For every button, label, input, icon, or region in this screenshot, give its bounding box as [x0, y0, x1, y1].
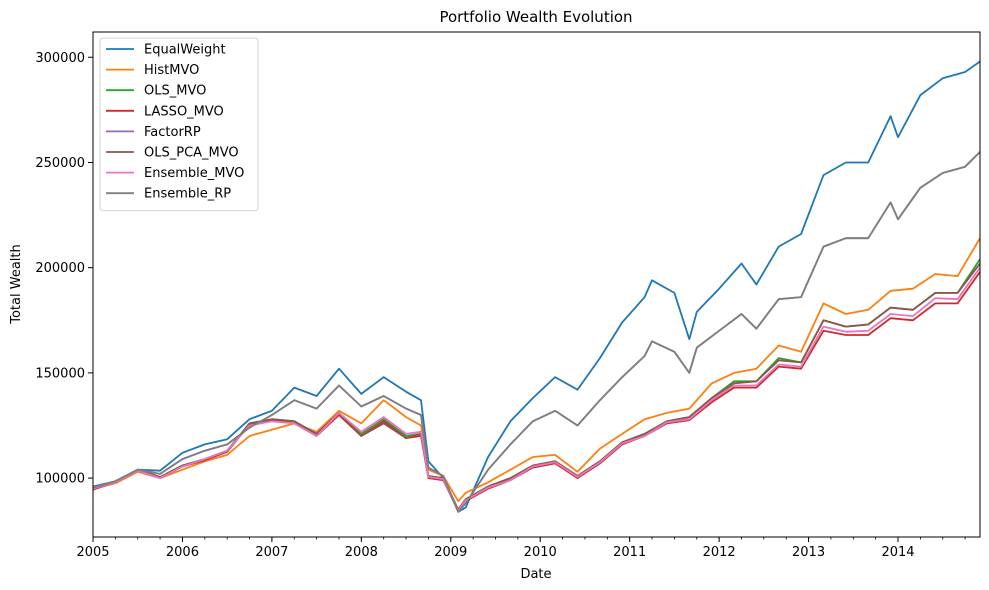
x-axis: 2005 2006 2007 2008 2009 2010 2011 2012 2013 2014: [76, 537, 966, 560]
x-tick-label: 2006: [166, 545, 199, 560]
y-tick-label: 300000: [35, 51, 85, 66]
y-axis-label: Total Wealth: [9, 244, 24, 325]
plot-lines: [93, 60, 980, 513]
legend: EqualWeight HistMVO OLS_MVO LASSO_MVO Factor…: [99, 37, 259, 212]
y-tick-label: 150000: [35, 366, 85, 381]
legend-label: OLS_PCA_MVO: [144, 146, 239, 161]
x-axis-label: Date: [520, 567, 551, 582]
legend-label: EqualWeight: [144, 43, 226, 58]
chart-title: Portfolio Wealth Evolution: [439, 8, 632, 26]
x-tick-label: 2008: [345, 545, 378, 560]
legend-label: FactorRP: [144, 125, 201, 140]
legend-label: Ensemble_MVO: [144, 166, 244, 181]
series-line-1: [93, 237, 980, 503]
x-tick-label: 2007: [255, 545, 288, 560]
legend-label: LASSO_MVO: [144, 104, 224, 119]
legend-label: Ensemble_RP: [144, 187, 231, 202]
y-tick-label: 250000: [35, 156, 85, 171]
x-tick-label: 2013: [792, 545, 825, 560]
x-tick-label: 2010: [524, 545, 557, 560]
legend-box: [99, 37, 259, 212]
x-tick-label: 2009: [434, 545, 467, 560]
legend-label: HistMVO: [144, 63, 199, 78]
legend-label: OLS_MVO: [144, 84, 206, 99]
y-tick-label: 100000: [35, 472, 85, 487]
y-tick-label: 200000: [35, 261, 85, 276]
plot-frame: [92, 31, 981, 538]
series-line-0: [93, 60, 980, 513]
x-tick-label: 2014: [881, 545, 914, 560]
series-line-5: [93, 262, 980, 511]
x-tick-label: 2005: [76, 545, 109, 560]
series-line-6: [93, 267, 980, 512]
series-line-7: [93, 151, 980, 513]
y-axis: 100000 150000 200000 250000 300000: [35, 51, 93, 487]
x-tick-label: 2011: [613, 545, 646, 560]
x-tick-label: 2012: [703, 545, 736, 560]
